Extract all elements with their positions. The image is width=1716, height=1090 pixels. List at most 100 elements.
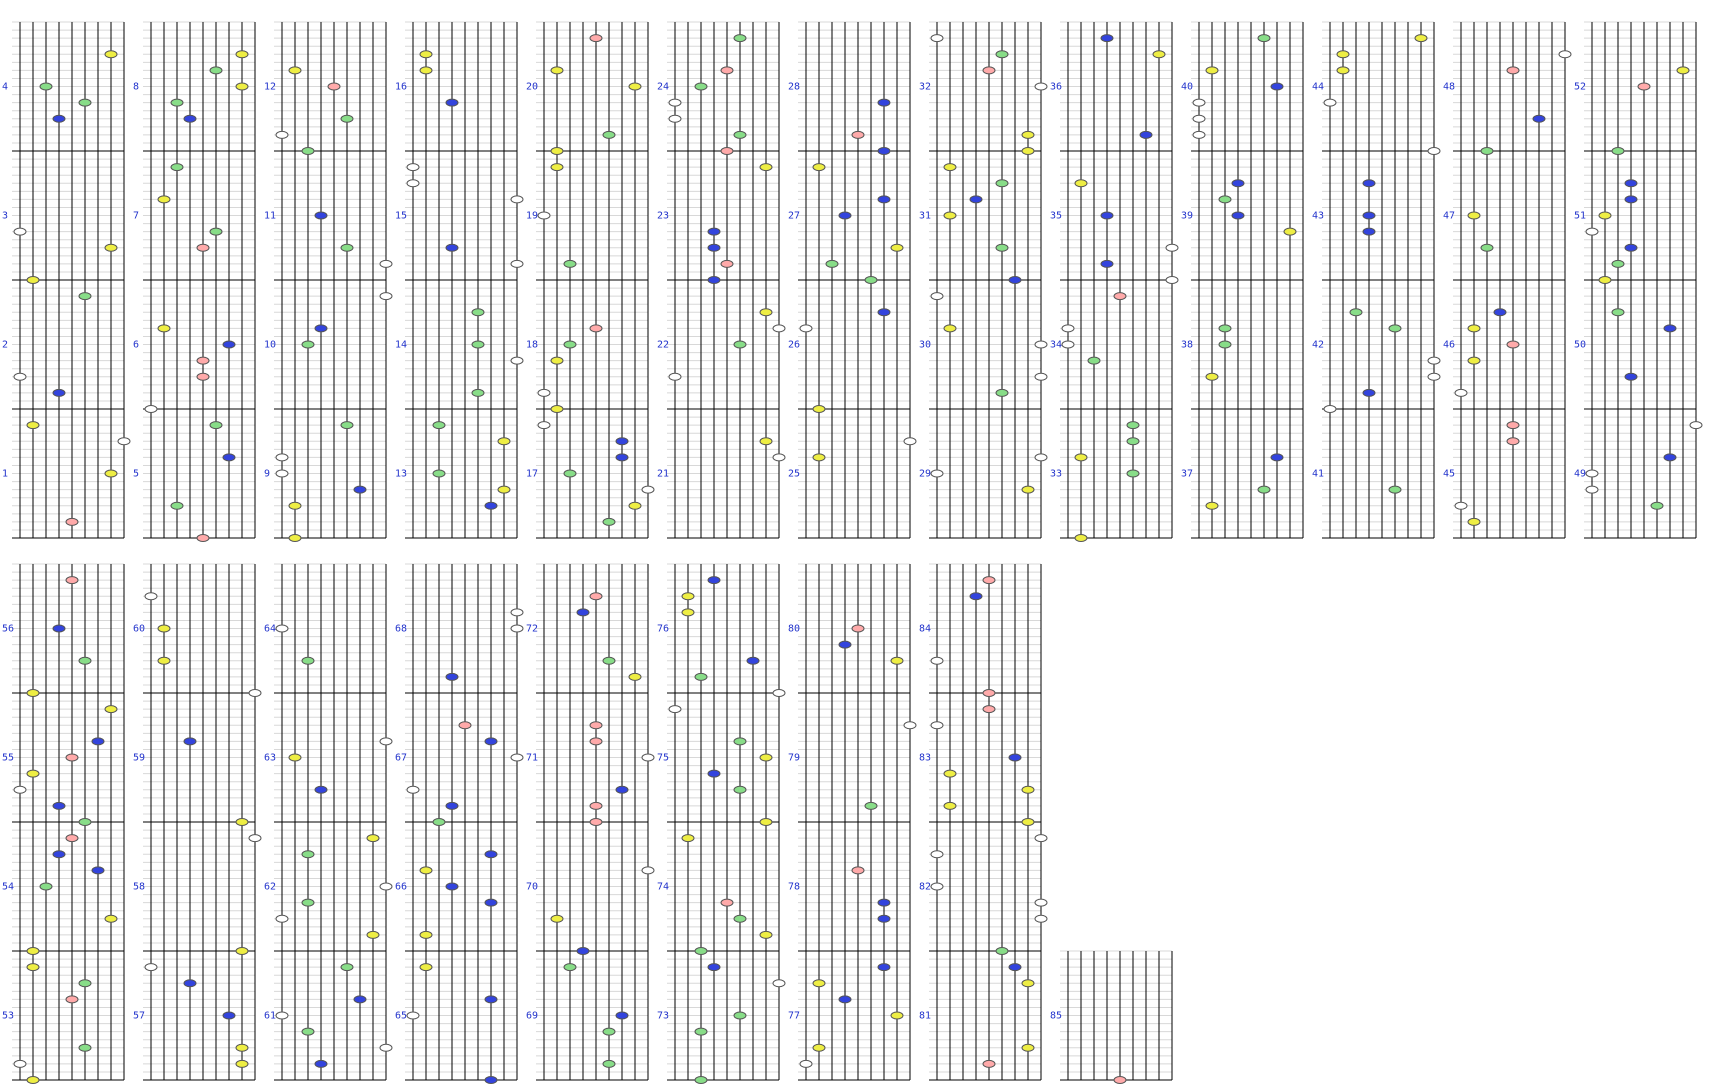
measure-number: 10 [264, 340, 276, 351]
note [78, 292, 92, 301]
measure: 71 [526, 693, 655, 826]
measure: 5 [133, 409, 256, 542]
note [733, 1011, 747, 1020]
note [104, 914, 118, 923]
note [759, 818, 773, 826]
note [288, 66, 302, 75]
note [183, 979, 197, 988]
measure: 78 [788, 822, 911, 952]
measure: 75 [657, 693, 780, 826]
note [484, 995, 498, 1004]
note [301, 147, 315, 155]
note [157, 324, 171, 333]
note [1388, 485, 1402, 494]
note [1113, 1076, 1127, 1084]
note [1008, 276, 1022, 284]
note [1611, 147, 1625, 155]
note [694, 82, 708, 91]
measure-number: 42 [1312, 340, 1324, 351]
note [628, 82, 642, 91]
note [641, 485, 655, 494]
note [13, 785, 27, 794]
measure-number: 67 [395, 753, 407, 764]
note [1362, 227, 1376, 236]
measure-number: 71 [526, 753, 538, 764]
note [314, 324, 328, 333]
measure-number: 68 [395, 624, 407, 635]
measure: 25 [788, 409, 917, 539]
note [1270, 453, 1284, 462]
note [1624, 372, 1638, 381]
note [1336, 66, 1350, 75]
measure-number: 25 [788, 469, 800, 480]
note [733, 914, 747, 923]
measure: 49 [1574, 409, 1703, 539]
note [196, 372, 210, 381]
note [26, 769, 40, 778]
note [366, 930, 380, 939]
note [13, 227, 27, 236]
note [1611, 308, 1625, 317]
note [589, 34, 603, 43]
note [1034, 340, 1048, 349]
measure: 80 [788, 563, 911, 694]
note [248, 834, 262, 843]
note [288, 753, 302, 762]
note [877, 195, 891, 204]
note [903, 721, 917, 730]
note [183, 114, 197, 123]
note [419, 930, 433, 939]
note [484, 850, 498, 859]
note [144, 963, 158, 972]
note [550, 356, 564, 365]
measure: 24 [657, 21, 780, 155]
measure-number: 18 [526, 340, 538, 351]
note [1021, 130, 1035, 139]
note [1362, 179, 1376, 188]
note [1034, 914, 1048, 923]
measure: 61 [264, 951, 393, 1081]
note [65, 995, 79, 1004]
note [65, 834, 79, 843]
measure-number: 5 [133, 469, 139, 480]
note [602, 1059, 616, 1068]
note [982, 576, 996, 585]
note [1637, 82, 1651, 91]
measure: 9 [264, 409, 387, 542]
note [379, 1043, 393, 1052]
note [1467, 517, 1481, 526]
measure-number: 35 [1050, 211, 1062, 222]
measure: 4 [2, 21, 125, 152]
note [510, 195, 524, 204]
measure: 21 [657, 409, 786, 539]
note [550, 147, 564, 155]
measure-number: 41 [1312, 469, 1324, 480]
note [1624, 195, 1638, 204]
note [406, 1011, 420, 1020]
measure: 22 [657, 280, 786, 410]
measure: 83 [919, 693, 1042, 826]
note [1152, 50, 1166, 59]
measure: 39 [1181, 151, 1304, 281]
note [1427, 372, 1441, 381]
measure: 51 [1574, 151, 1697, 284]
note [288, 534, 302, 542]
note [432, 469, 446, 478]
note [838, 640, 852, 649]
note [1467, 324, 1481, 333]
note [1506, 66, 1520, 75]
note [1021, 818, 1035, 826]
note [235, 50, 249, 59]
note [1427, 147, 1441, 155]
note [1414, 34, 1428, 43]
note [641, 753, 655, 762]
measure: 31 [919, 151, 1042, 284]
note [1034, 372, 1048, 381]
note [681, 834, 695, 843]
note [235, 82, 249, 91]
note [746, 656, 760, 665]
note [1113, 292, 1127, 301]
note [733, 34, 747, 43]
note [602, 656, 616, 665]
note [1506, 437, 1520, 446]
